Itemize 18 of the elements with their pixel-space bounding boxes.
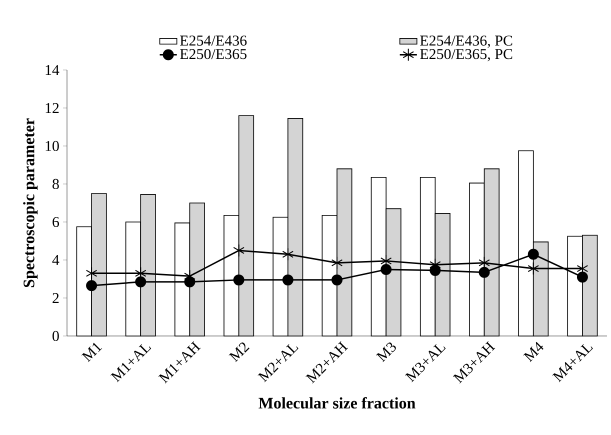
y-tick-label: 0 (52, 330, 59, 342)
legend-label: E250/E365, PC (420, 48, 512, 62)
y-tick-label: 8 (52, 178, 59, 190)
x-tick-label: M2 (228, 342, 250, 362)
x-tick-label: M1 (81, 342, 102, 362)
legend-label: E250/E365 (180, 48, 246, 60)
legend-label: E254/E436, PC (420, 36, 512, 48)
legend-label: E254/E436 (180, 36, 247, 46)
y-tick-label: 14 (46, 65, 60, 75)
y-tick-label: 12 (46, 103, 59, 113)
y-tick-label: 10 (46, 140, 59, 152)
y-tick-label: 4 (52, 255, 60, 265)
y-tick-label: 2 (52, 293, 59, 303)
x-tick-label: M4 (523, 342, 544, 362)
y-axis-title: Spectroscopic parameter (23, 118, 38, 288)
x-tick-label: M3 (376, 342, 396, 362)
x-axis-title: Molecular size fraction (258, 397, 416, 409)
y-tick-label: 6 (52, 216, 60, 228)
